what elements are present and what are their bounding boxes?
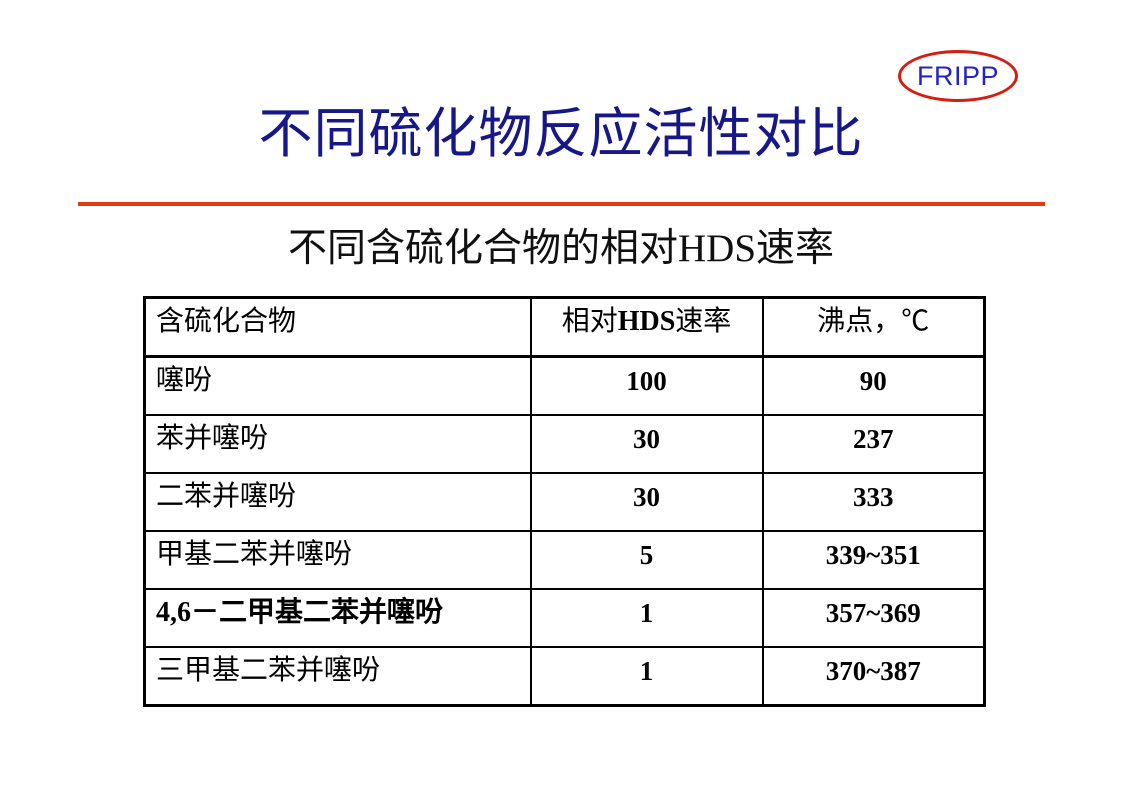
page-subtitle: 不同含硫化合物的相对HDS速率 [287, 227, 835, 270]
column-header-relative-rate: 相对HDS速率 [530, 297, 764, 358]
fripp-logo: FRIPP [898, 50, 1022, 106]
table-row: 噻吩 100 90 [144, 356, 985, 416]
table-row: 4,6－二甲基二苯并噻吩 1 357~369 [144, 589, 985, 648]
table-row: 苯并噻吩 30 237 [144, 415, 985, 474]
cell-compound: 甲基二苯并噻吩 [144, 531, 532, 590]
table-row: 二苯并噻吩 30 333 [144, 473, 985, 532]
cell-compound: 4,6－二甲基二苯并噻吩 [144, 589, 532, 648]
table-body: 噻吩 100 90 苯并噻吩 30 237 二苯并噻吩 30 333 甲基二苯并… [144, 356, 985, 706]
logo-text: FRIPP [916, 60, 999, 91]
cell-boiling-point: 357~369 [762, 589, 985, 648]
cell-relative-rate: 100 [530, 356, 764, 416]
cell-relative-rate: 30 [530, 473, 764, 532]
cell-boiling-point: 339~351 [762, 531, 985, 590]
cell-compound: 二苯并噻吩 [144, 473, 532, 532]
column-header-boiling-point: 沸点，℃ [762, 297, 985, 358]
cell-relative-rate: 1 [530, 589, 764, 648]
title-divider [78, 202, 1045, 206]
column-header-rate-prefix: 相对 [561, 306, 618, 337]
cell-boiling-point: 90 [762, 356, 985, 416]
hds-rate-table: 含硫化合物 相对HDS速率 沸点，℃ 噻吩 100 90 苯并噻吩 30 237… [143, 296, 986, 707]
cell-compound: 苯并噻吩 [144, 415, 532, 474]
logo-ellipse-icon [898, 50, 1018, 102]
cell-boiling-point: 333 [762, 473, 985, 532]
table-header-row: 含硫化合物 相对HDS速率 沸点，℃ [144, 297, 985, 358]
table-header: 含硫化合物 相对HDS速率 沸点，℃ [144, 297, 985, 358]
cell-compound: 噻吩 [144, 356, 532, 416]
cell-boiling-point: 237 [762, 415, 985, 474]
hds-rate-table-container: 含硫化合物 相对HDS速率 沸点，℃ 噻吩 100 90 苯并噻吩 30 237… [143, 296, 986, 707]
cell-relative-rate: 1 [530, 647, 764, 706]
column-header-compound: 含硫化合物 [144, 297, 532, 358]
page-title: 不同硫化物反应活性对比 [258, 104, 864, 164]
cell-boiling-point: 370~387 [825, 656, 921, 686]
cell-relative-rate: 5 [530, 531, 764, 590]
table-row: 三甲基二苯并噻吩 1 370~387 [144, 647, 985, 706]
table-row: 甲基二苯并噻吩 5 339~351 [144, 531, 985, 590]
cell-relative-rate: 30 [530, 415, 764, 474]
column-header-rate-hds: HDS [617, 306, 676, 337]
column-header-rate-suffix: 速率 [675, 306, 732, 337]
cell-compound: 三甲基二苯并噻吩 [144, 647, 532, 706]
